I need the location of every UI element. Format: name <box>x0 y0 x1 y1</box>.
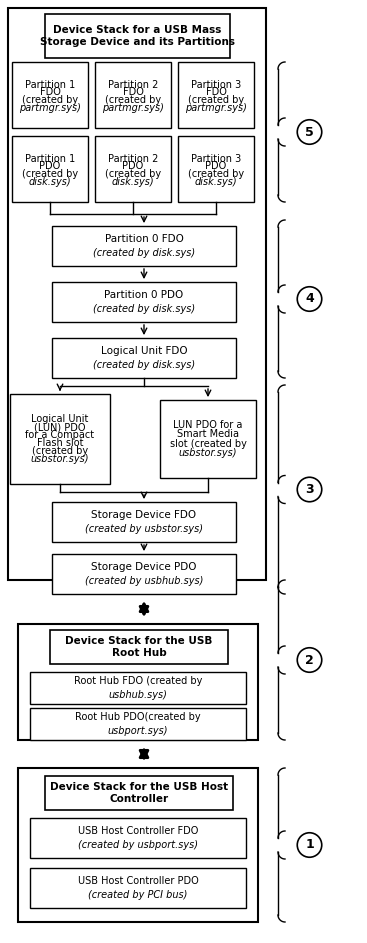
Text: (created by usbhub.sys): (created by usbhub.sys) <box>85 576 203 586</box>
Text: usbstor.sys): usbstor.sys) <box>31 454 89 464</box>
Ellipse shape <box>297 477 322 502</box>
Text: 5: 5 <box>305 125 314 139</box>
FancyBboxPatch shape <box>8 8 266 580</box>
Text: Partition 0 FDO: Partition 0 FDO <box>105 234 184 244</box>
FancyBboxPatch shape <box>30 672 246 704</box>
Text: partmgr.sys): partmgr.sys) <box>102 103 164 113</box>
Text: partmgr.sys): partmgr.sys) <box>185 103 247 113</box>
Text: FDO: FDO <box>40 87 61 97</box>
Text: Partition 3: Partition 3 <box>191 154 241 164</box>
Text: Root Hub PDO(created by: Root Hub PDO(created by <box>75 712 201 722</box>
FancyBboxPatch shape <box>30 818 246 858</box>
Text: 4: 4 <box>305 292 314 306</box>
FancyBboxPatch shape <box>52 502 236 542</box>
Text: Device Stack for the USB Host
Controller: Device Stack for the USB Host Controller <box>50 782 228 803</box>
Text: 1: 1 <box>305 838 314 852</box>
Ellipse shape <box>297 648 322 672</box>
Text: Partition 1: Partition 1 <box>25 80 75 90</box>
Text: Partition 1: Partition 1 <box>25 154 75 164</box>
FancyBboxPatch shape <box>52 338 236 378</box>
Text: Partition 2: Partition 2 <box>108 80 158 90</box>
Ellipse shape <box>297 833 322 857</box>
Text: disk.sys): disk.sys) <box>29 177 71 187</box>
Text: Logical Unit: Logical Unit <box>31 414 89 424</box>
Text: (created by: (created by <box>22 169 78 179</box>
Text: (created by: (created by <box>105 95 161 105</box>
Text: Smart Media: Smart Media <box>177 429 239 439</box>
Text: disk.sys): disk.sys) <box>195 177 237 187</box>
Text: Root Hub FDO (created by: Root Hub FDO (created by <box>74 676 202 686</box>
Text: Partition 0 PDO: Partition 0 PDO <box>104 290 184 300</box>
Text: (created by disk.sys): (created by disk.sys) <box>93 248 195 258</box>
FancyBboxPatch shape <box>10 394 110 484</box>
FancyBboxPatch shape <box>178 136 254 202</box>
Text: partmgr.sys): partmgr.sys) <box>19 103 81 113</box>
Text: 3: 3 <box>305 483 314 496</box>
FancyBboxPatch shape <box>30 708 246 740</box>
Text: Storage Device FDO: Storage Device FDO <box>91 510 197 520</box>
Text: (created by usbstor.sys): (created by usbstor.sys) <box>85 524 203 534</box>
Text: 2: 2 <box>305 653 314 667</box>
Text: for a Compact: for a Compact <box>25 430 95 440</box>
Ellipse shape <box>297 287 322 311</box>
Text: (created by: (created by <box>188 169 244 179</box>
FancyBboxPatch shape <box>52 282 236 322</box>
FancyBboxPatch shape <box>18 624 258 740</box>
FancyBboxPatch shape <box>95 136 171 202</box>
FancyBboxPatch shape <box>30 868 246 908</box>
Text: (created by disk.sys): (created by disk.sys) <box>93 360 195 370</box>
FancyBboxPatch shape <box>52 554 236 594</box>
FancyBboxPatch shape <box>52 226 236 266</box>
Text: Partition 3: Partition 3 <box>191 80 241 90</box>
FancyBboxPatch shape <box>45 14 230 58</box>
FancyBboxPatch shape <box>95 62 171 128</box>
Text: usbstor.sys): usbstor.sys) <box>179 448 237 458</box>
Text: FDO: FDO <box>123 87 143 97</box>
Text: (created by PCI bus): (created by PCI bus) <box>88 890 188 900</box>
Text: (created by: (created by <box>22 95 78 105</box>
Text: Logical Unit FDO: Logical Unit FDO <box>101 346 187 356</box>
FancyBboxPatch shape <box>12 62 88 128</box>
Text: Flash slot: Flash slot <box>37 438 83 448</box>
Text: USB Host Controller PDO: USB Host Controller PDO <box>78 876 199 886</box>
FancyBboxPatch shape <box>45 776 233 810</box>
Text: (created by disk.sys): (created by disk.sys) <box>93 304 195 314</box>
Text: PDO: PDO <box>39 161 61 171</box>
Text: FDO: FDO <box>206 87 226 97</box>
FancyBboxPatch shape <box>12 136 88 202</box>
Text: (created by: (created by <box>188 95 244 105</box>
Text: disk.sys): disk.sys) <box>112 177 154 187</box>
Text: usbport.sys): usbport.sys) <box>108 726 168 736</box>
Text: (created by: (created by <box>32 446 88 456</box>
Text: Storage Device PDO: Storage Device PDO <box>91 562 197 572</box>
Text: slot (created by: slot (created by <box>170 439 246 449</box>
FancyBboxPatch shape <box>50 630 228 664</box>
Ellipse shape <box>297 120 322 144</box>
Text: (created by usbport.sys): (created by usbport.sys) <box>78 840 198 850</box>
Text: USB Host Controller FDO: USB Host Controller FDO <box>78 826 198 836</box>
Text: LUN PDO for a: LUN PDO for a <box>173 420 243 430</box>
FancyBboxPatch shape <box>178 62 254 128</box>
Text: (LUN) PDO: (LUN) PDO <box>34 422 86 432</box>
Text: usbhub.sys): usbhub.sys) <box>109 690 167 700</box>
Text: PDO: PDO <box>122 161 143 171</box>
Text: (created by: (created by <box>105 169 161 179</box>
Text: Partition 2: Partition 2 <box>108 154 158 164</box>
Text: Device Stack for a USB Mass
Storage Device and its Partitions: Device Stack for a USB Mass Storage Devi… <box>40 25 235 47</box>
Text: PDO: PDO <box>206 161 227 171</box>
FancyBboxPatch shape <box>18 768 258 922</box>
Text: Device Stack for the USB
Root Hub: Device Stack for the USB Root Hub <box>65 637 213 658</box>
FancyBboxPatch shape <box>160 400 256 478</box>
